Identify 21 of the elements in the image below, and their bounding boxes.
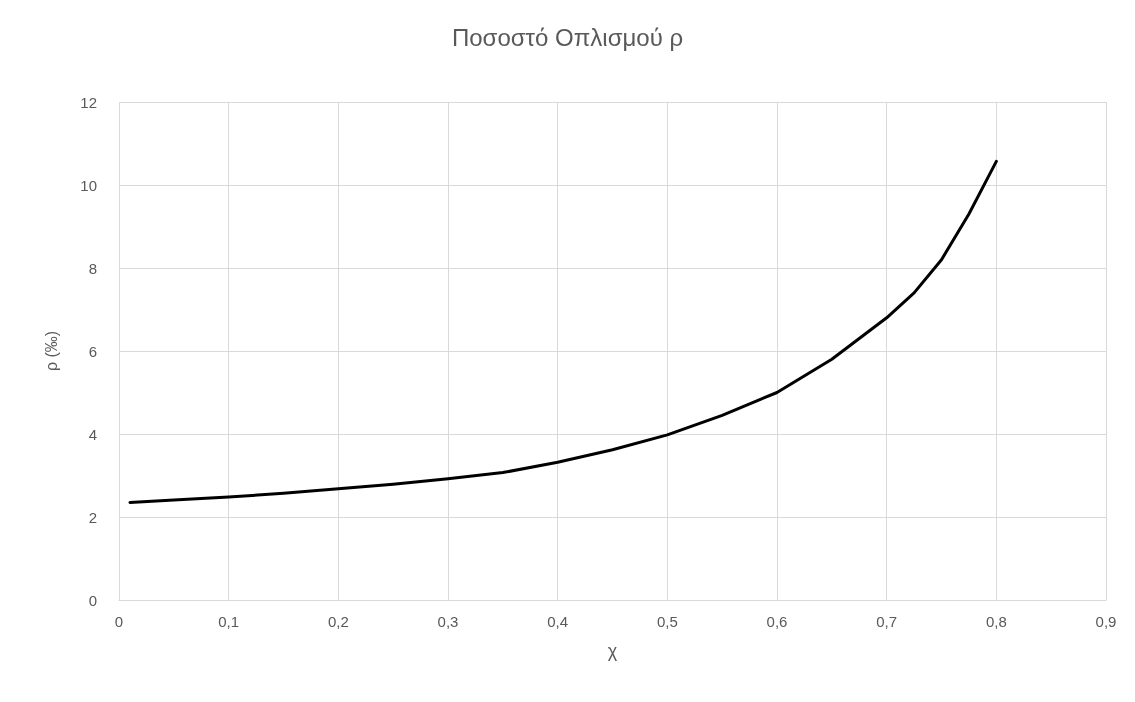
y-tick-label: 0 xyxy=(88,591,97,609)
x-tick-label: 0,6 xyxy=(766,613,788,630)
x-tick-label: 0,3 xyxy=(437,613,459,630)
y-tick-label: 4 xyxy=(88,425,97,443)
line-series xyxy=(128,159,998,504)
x-tick-label: 0,8 xyxy=(985,613,1007,630)
x-tick-label: 0,9 xyxy=(1095,613,1117,630)
y-tick-label: 12 xyxy=(80,93,97,111)
y-axis-title: ρ (‰) xyxy=(42,330,60,372)
x-tick-label: 0 xyxy=(114,613,124,630)
x-tick-label: 0,7 xyxy=(876,613,898,630)
y-tick-label: 10 xyxy=(80,176,97,194)
x-tick-label: 0,1 xyxy=(218,613,240,630)
x-tick-label: 0,2 xyxy=(327,613,349,630)
y-tick-label: 2 xyxy=(88,508,97,526)
x-tick-label: 0,5 xyxy=(656,613,678,630)
y-tick-label: 6 xyxy=(88,342,97,360)
x-tick-label: 0,4 xyxy=(547,613,569,630)
y-tick-label: 8 xyxy=(88,259,97,277)
x-axis-title: χ xyxy=(607,641,618,661)
chart-title: Ποσοστό Οπλισμού ρ xyxy=(451,23,684,51)
